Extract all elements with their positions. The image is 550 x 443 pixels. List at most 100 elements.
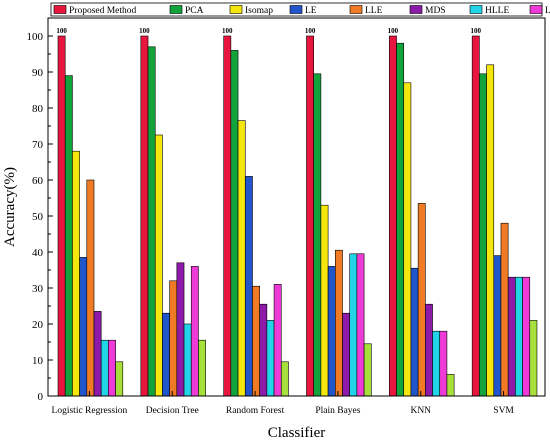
bar xyxy=(471,35,480,397)
x-tick-label: Plain Bayes xyxy=(315,406,360,416)
x-tick-label: SVM xyxy=(493,406,514,416)
bar-data-label: 100 xyxy=(388,27,399,35)
legend-label: MDS xyxy=(425,6,446,16)
bar xyxy=(396,42,405,397)
bar xyxy=(140,35,149,397)
bar xyxy=(334,249,343,397)
bar xyxy=(417,203,426,397)
bar xyxy=(479,73,487,397)
bar-data-label: 100 xyxy=(305,27,316,35)
bar xyxy=(313,73,322,397)
bar xyxy=(273,284,282,397)
bar xyxy=(515,276,523,397)
bar xyxy=(108,339,116,397)
legend-label: LTSA xyxy=(545,6,550,16)
legend-label: LE xyxy=(305,6,317,16)
legend: Proposed Method PCA Isomap LE LLE MDS HLLE LTSA… xyxy=(50,2,550,17)
bar xyxy=(363,343,372,397)
bar xyxy=(176,262,185,397)
bar xyxy=(356,253,365,397)
y-tick-label: 50 xyxy=(32,211,44,223)
x-tick-label: Logistic Regression xyxy=(52,406,128,416)
bar xyxy=(522,276,531,397)
legend-swatch xyxy=(529,5,543,14)
bar xyxy=(244,176,253,397)
bar xyxy=(230,50,239,397)
bar-data-label: 100 xyxy=(139,27,150,35)
bar xyxy=(486,64,495,397)
y-axis-title: Accuracy(%) xyxy=(2,167,18,247)
bar xyxy=(72,150,80,397)
x-axis-title: Classifier xyxy=(268,425,326,441)
bar xyxy=(266,320,275,397)
bar xyxy=(439,330,448,397)
y-tick-label: 20 xyxy=(32,319,44,331)
bar xyxy=(425,303,433,397)
y-tick-label: 80 xyxy=(32,103,44,115)
bar xyxy=(410,267,419,397)
bar xyxy=(432,330,441,397)
bar xyxy=(169,280,178,397)
bar xyxy=(57,35,66,397)
bar xyxy=(349,253,358,397)
legend-label: PCA xyxy=(185,6,204,16)
bars-layer: 100 100 100 100 100 100 xyxy=(56,27,538,397)
bar xyxy=(162,312,170,397)
bar xyxy=(100,339,109,397)
bar xyxy=(223,35,232,397)
bar xyxy=(306,35,314,397)
bar xyxy=(93,311,102,397)
y-tick-label: 70 xyxy=(32,139,44,151)
bar xyxy=(86,179,95,397)
legend-swatch xyxy=(409,5,423,14)
legend-label: LLE xyxy=(365,6,383,16)
bar xyxy=(259,303,268,397)
bar xyxy=(147,46,156,397)
legend-label: Isomap xyxy=(245,6,273,16)
y-tick-label: 40 xyxy=(32,247,44,259)
bar xyxy=(252,285,260,397)
bar-data-label: 100 xyxy=(471,27,482,35)
legend-swatch xyxy=(469,5,483,14)
bar xyxy=(64,75,73,397)
legend-swatch xyxy=(169,5,183,14)
y-tick-label: 10 xyxy=(32,355,44,367)
bar-data-label: 100 xyxy=(56,27,67,35)
bar xyxy=(403,82,412,397)
legend-swatch xyxy=(349,5,363,14)
bar xyxy=(237,120,246,397)
bar xyxy=(190,266,199,397)
x-tick-label: Random Forest xyxy=(226,406,285,416)
bar xyxy=(327,266,336,397)
bar xyxy=(342,312,350,397)
bar xyxy=(183,323,192,397)
bar xyxy=(280,361,289,397)
x-axis: Logistic Regression Decision Tree Random F… xyxy=(52,391,514,416)
bar xyxy=(507,276,516,397)
legend-label: HLLE xyxy=(485,6,509,16)
x-tick-label: KNN xyxy=(410,406,431,416)
legend-swatch xyxy=(289,5,303,14)
bar xyxy=(493,255,502,397)
bar xyxy=(198,339,206,397)
legend-label: Proposed Method xyxy=(69,6,137,16)
plot-frame xyxy=(47,17,546,397)
bar xyxy=(79,257,88,397)
y-tick-label: 100 xyxy=(27,31,44,43)
y-tick-label: 90 xyxy=(32,67,44,79)
y-axis: 0 10 20 30 40 50 60 70 80 90 100 xyxy=(27,31,53,403)
bar xyxy=(154,134,163,397)
y-tick-label: 0 xyxy=(38,391,44,403)
legend-swatch xyxy=(229,5,243,14)
bar xyxy=(320,204,329,397)
bar xyxy=(115,361,124,397)
legend-swatch xyxy=(53,5,67,14)
bar xyxy=(389,35,397,397)
x-tick-label: Decision Tree xyxy=(146,406,199,416)
bar xyxy=(446,374,455,397)
y-tick-label: 30 xyxy=(32,283,44,295)
bar xyxy=(500,222,509,397)
bar xyxy=(529,320,538,397)
bar-data-label: 100 xyxy=(222,27,233,35)
